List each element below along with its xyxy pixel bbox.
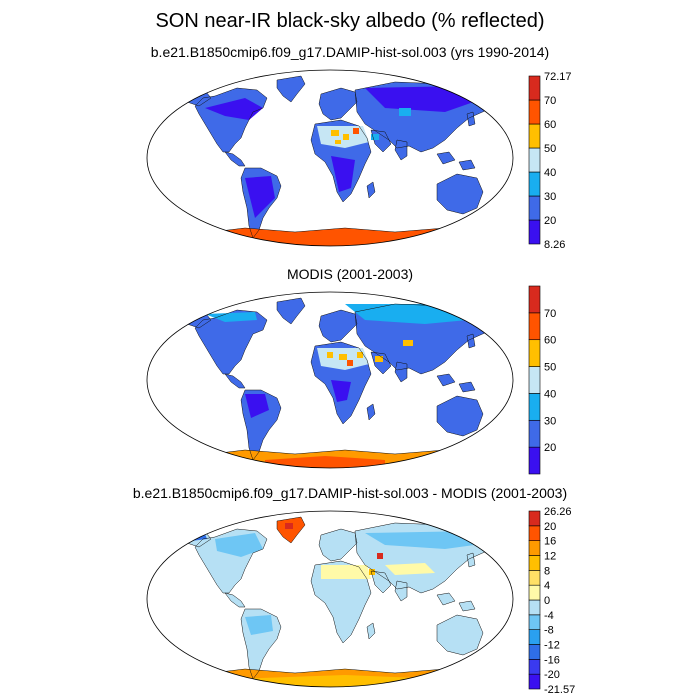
colorbar-segment bbox=[528, 339, 541, 367]
colorbar-label: 60 bbox=[544, 119, 556, 131]
colorbar-segment bbox=[528, 75, 541, 101]
panel-1-title: b.e21.B1850cmip6.f09_g17.DAMIP-hist-sol.… bbox=[150, 44, 550, 60]
colorbar-segment bbox=[528, 510, 541, 527]
colorbar-label: -16 bbox=[544, 654, 560, 666]
map-model bbox=[146, 69, 514, 247]
colorbar-label: 50 bbox=[544, 143, 556, 155]
colorbar-label: 0 bbox=[544, 595, 550, 607]
colorbar-label: -8 bbox=[544, 625, 554, 637]
colorbar-label: 70 bbox=[544, 308, 556, 320]
colorbar-segment bbox=[528, 285, 541, 314]
colorbar-segment bbox=[528, 446, 541, 475]
colorbar-segment bbox=[528, 570, 541, 586]
colorbar-segment bbox=[528, 147, 541, 173]
colorbar-label: 20 bbox=[544, 442, 556, 454]
colorbar-label: 40 bbox=[544, 388, 556, 400]
colorbar-segment bbox=[528, 644, 541, 660]
globe-outline bbox=[146, 291, 514, 469]
colorbar-segment bbox=[528, 99, 541, 125]
colorbar-segment bbox=[528, 555, 541, 571]
globe-outline bbox=[146, 69, 514, 247]
colorbar-segment bbox=[528, 673, 541, 690]
colorbar-label: 72.17 bbox=[544, 71, 572, 83]
figure-title: SON near-IR black-sky albedo (% reflecte… bbox=[155, 10, 545, 32]
map-difference bbox=[146, 510, 514, 688]
colorbar-segment bbox=[528, 312, 541, 341]
colorbar-label: 4 bbox=[544, 580, 550, 592]
colorbar-label: -20 bbox=[544, 669, 560, 681]
colorbar-model: 8.26 20 30 40 50 60 70 72.17 bbox=[528, 71, 572, 250]
colorbar-segment bbox=[528, 219, 541, 245]
panel-2-title: MODIS (2001-2003) bbox=[286, 266, 414, 282]
colorbar-label: 20 bbox=[544, 521, 556, 533]
colorbar-label: 30 bbox=[544, 415, 556, 427]
colorbar-label: 70 bbox=[544, 95, 556, 107]
colorbar-segment bbox=[528, 195, 541, 221]
panel-3-title: b.e21.B1850cmip6.f09_g17.DAMIP-hist-sol.… bbox=[132, 485, 568, 501]
colorbar-label: -12 bbox=[544, 640, 560, 652]
colorbar-segment bbox=[528, 614, 541, 630]
colorbar-label: 20 bbox=[544, 215, 556, 227]
colorbar-segment bbox=[528, 525, 541, 541]
colorbar-label: 26.26 bbox=[544, 506, 572, 518]
colorbar-label: -4 bbox=[544, 610, 554, 622]
colorbar-label: 60 bbox=[544, 335, 556, 347]
colorbar-segment bbox=[528, 366, 541, 394]
antarctica bbox=[195, 228, 485, 246]
colorbar-segment bbox=[528, 659, 541, 675]
colorbar-difference: -21.57 -20 -16 -12 -8 -4 0 4 8 12 16 20 26.26 bbox=[528, 506, 575, 695]
colorbar-segment bbox=[528, 629, 541, 645]
map-modis bbox=[146, 291, 514, 469]
colorbar-label: 30 bbox=[544, 191, 556, 203]
colorbar-segment bbox=[528, 540, 541, 556]
colorbar-modis: 20 30 40 50 60 70 bbox=[528, 285, 556, 475]
greenland bbox=[277, 517, 305, 543]
globe-outline bbox=[146, 510, 514, 688]
colorbar-label: 40 bbox=[544, 167, 556, 179]
colorbar-label: -21.57 bbox=[544, 684, 575, 695]
colorbar-segment bbox=[528, 599, 541, 616]
colorbar-segment bbox=[528, 171, 541, 197]
colorbar-label: 8.26 bbox=[544, 239, 565, 250]
colorbar-segment bbox=[528, 123, 541, 149]
colorbar-label: 50 bbox=[544, 362, 556, 374]
colorbar-label: 12 bbox=[544, 551, 556, 563]
colorbar-segment bbox=[528, 393, 541, 421]
colorbar-label: 8 bbox=[544, 565, 550, 577]
colorbar-label: 16 bbox=[544, 536, 556, 548]
colorbar-segment bbox=[528, 419, 541, 448]
colorbar-segment bbox=[528, 584, 541, 601]
